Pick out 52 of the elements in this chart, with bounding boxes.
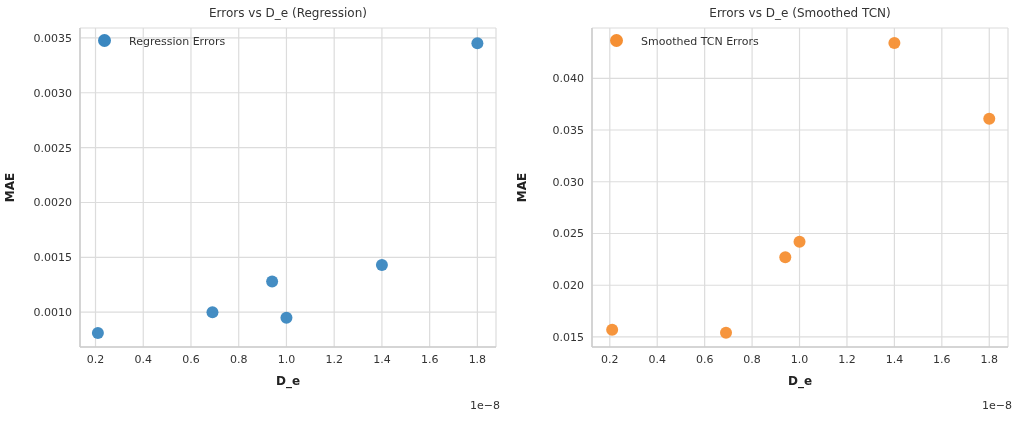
- y-axis-title: MAE: [3, 172, 18, 203]
- chart-title: Errors vs D_e (Regression): [208, 6, 368, 20]
- point: [280, 311, 293, 324]
- text: 1e−8: [470, 399, 500, 412]
- y-tick-label: 0.0010: [33, 306, 72, 320]
- x-tick-label: 1.8: [980, 352, 999, 366]
- point: [471, 37, 484, 50]
- text: 1e−8: [982, 399, 1012, 412]
- x-tick-label: 0.4: [648, 352, 666, 366]
- x-tick-label: 1.2: [325, 352, 343, 366]
- point: [793, 235, 806, 248]
- y-tick-label: 0.0015: [33, 251, 72, 265]
- y-axis-title: MAE: [515, 172, 530, 203]
- x-tick-label: 1.0: [790, 352, 809, 366]
- y-tick-label: 0.020: [552, 279, 584, 293]
- point: [888, 37, 901, 50]
- x-tick-label: 1.0: [277, 352, 296, 366]
- y-tick-label: 0.0030: [33, 86, 72, 100]
- point: [266, 275, 279, 288]
- x-tick-label: 0.8: [229, 352, 248, 366]
- x-tick-label: 1.4: [885, 352, 904, 366]
- point: [720, 326, 732, 339]
- point: [606, 323, 619, 336]
- y-tick-label: 0.0025: [33, 141, 72, 155]
- x-tick-label: 1.6: [933, 352, 951, 366]
- x-tick-label: 0.8: [743, 352, 761, 366]
- x-tick-label: 1.8: [468, 352, 487, 366]
- x-tick-label: 1.6: [420, 352, 439, 366]
- point: [779, 251, 792, 264]
- x-tick-label: 0.2: [601, 352, 619, 366]
- point: [983, 112, 996, 125]
- y-tick-label: 0.040: [552, 72, 584, 86]
- point: [375, 259, 388, 272]
- y-tick-label: 0.0035: [33, 31, 72, 45]
- x-tick-label: 0.6: [182, 352, 200, 366]
- legend-label: Smoothed TCN Errors: [641, 35, 759, 48]
- chart-title: Errors vs D_e (Smoothed TCN): [708, 6, 892, 20]
- x-axis-title: D_e: [275, 374, 301, 389]
- x-tick-label: 0.2: [86, 352, 105, 366]
- y-tick-label: 0.015: [552, 330, 584, 344]
- y-tick-label: 0.035: [552, 123, 584, 137]
- x-tick-label: 1.2: [838, 352, 856, 366]
- x-axis-title: D_e: [787, 374, 813, 389]
- point: [91, 327, 104, 340]
- y-tick-label: 0.030: [552, 175, 584, 189]
- y-tick-label: 0.025: [552, 227, 584, 241]
- x-tick-label: 1.4: [373, 352, 391, 366]
- y-tick-label: 0.0020: [33, 196, 72, 210]
- x-tick-label: 0.4: [134, 352, 152, 366]
- x-tick-label: 0.6: [695, 352, 714, 366]
- point: [206, 306, 219, 319]
- legend-label: Regression Errors: [129, 35, 226, 48]
